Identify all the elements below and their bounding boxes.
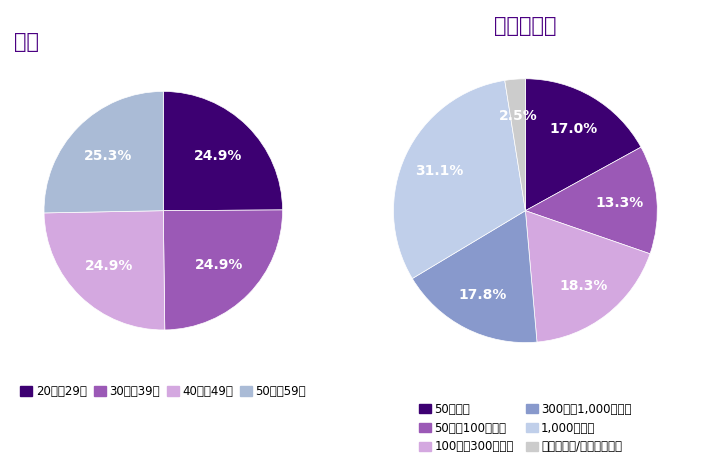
Wedge shape (163, 210, 283, 330)
Wedge shape (525, 147, 657, 254)
Text: 31.1%: 31.1% (415, 164, 464, 178)
Wedge shape (413, 211, 537, 343)
Legend: 50人未満, 50人〜100人未満, 100人〜300人未満, 300人〜1,000人未満, 1,000人以上, わからない/答えたくない: 50人未満, 50人〜100人未満, 100人〜300人未満, 300人〜1,0… (415, 398, 636, 458)
Wedge shape (393, 81, 525, 278)
Text: 18.3%: 18.3% (559, 278, 608, 293)
Text: 2.5%: 2.5% (498, 109, 537, 123)
Wedge shape (525, 79, 641, 211)
Text: 17.0%: 17.0% (550, 122, 598, 136)
Legend: 20歳〜29歳, 30歳〜39歳, 40歳〜49歳, 50歳〜59歳: 20歳〜29歳, 30歳〜39歳, 40歳〜49歳, 50歳〜59歳 (16, 381, 311, 403)
Text: 24.9%: 24.9% (195, 258, 243, 272)
Text: 13.3%: 13.3% (596, 196, 644, 210)
Wedge shape (44, 92, 163, 213)
Title: 従業員規模: 従業員規模 (494, 16, 557, 36)
Text: 年齢: 年齢 (14, 32, 39, 52)
Wedge shape (505, 79, 525, 211)
Wedge shape (525, 211, 650, 342)
Wedge shape (44, 211, 165, 330)
Wedge shape (163, 92, 283, 211)
Text: 24.9%: 24.9% (85, 259, 133, 273)
Text: 24.9%: 24.9% (194, 149, 242, 163)
Text: 25.3%: 25.3% (84, 149, 132, 164)
Text: 17.8%: 17.8% (458, 288, 506, 302)
